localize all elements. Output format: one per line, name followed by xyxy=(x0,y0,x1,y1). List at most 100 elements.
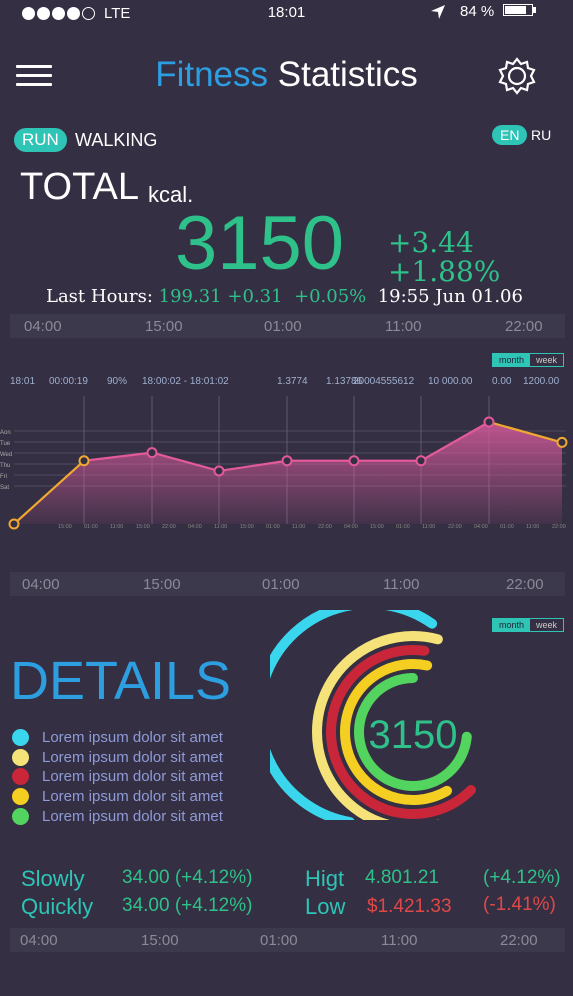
time-label: 04:00 xyxy=(20,932,58,949)
x-tick-label: 22:00 xyxy=(318,524,332,530)
data-point xyxy=(483,416,495,428)
signal-icon xyxy=(22,7,95,20)
walking-tab[interactable]: WALKING xyxy=(75,130,158,150)
higt-value: 4.801.21 xyxy=(365,867,439,888)
time-label: 22:00 xyxy=(500,932,538,949)
legend-dot xyxy=(12,748,29,766)
battery-icon xyxy=(503,4,533,16)
time-label: 15:00 xyxy=(143,576,181,593)
x-tick-label: 15:00 xyxy=(58,524,72,530)
low-percent: (-1.41%) xyxy=(483,894,556,915)
delta-percent: +1.88% xyxy=(388,255,501,288)
legend-dot xyxy=(12,729,29,747)
legend-item: Lorem ipsum dolor sit amet xyxy=(12,767,223,787)
ring-chart: 3150 xyxy=(270,610,476,820)
legend-label: Lorem ipsum dolor sit amet xyxy=(42,807,223,825)
ring-arc xyxy=(354,673,472,791)
language-ru-button[interactable]: RU xyxy=(531,127,552,143)
higt-percent: (+4.12%) xyxy=(483,867,561,888)
series-line xyxy=(420,421,490,462)
last-hours-percent: +0.05% xyxy=(293,286,367,307)
series-line xyxy=(83,451,153,462)
time-axis-bar: 04:00 15:00 01:00 11:00 22:00 xyxy=(10,928,565,952)
stat-value: 20004555612 xyxy=(353,376,415,387)
status-time: 18:01 xyxy=(267,4,306,21)
delta-absolute: +3.44 xyxy=(388,226,474,259)
x-tick-label: 01:00 xyxy=(396,524,410,530)
time-label: 04:00 xyxy=(24,318,62,335)
x-tick-label: 22:00 xyxy=(552,524,566,530)
month-button[interactable]: month xyxy=(493,619,531,631)
legend-item: Lorem ipsum dolor sit amet xyxy=(12,728,223,748)
status-bar: LTE 18:01 84 % xyxy=(0,0,573,28)
unit-label: kcal. xyxy=(148,182,194,207)
gear-icon[interactable] xyxy=(496,56,538,96)
battery-percent: 84 % xyxy=(460,3,495,20)
x-tick-label: 11:00 xyxy=(110,524,123,530)
language-en-button[interactable]: EN xyxy=(492,125,528,145)
week-button[interactable]: week xyxy=(536,620,558,630)
month-button[interactable]: month xyxy=(493,354,531,366)
week-button[interactable]: week xyxy=(536,355,558,365)
x-tick-label: 11:00 xyxy=(526,524,539,530)
x-tick-label: 04:00 xyxy=(188,524,202,530)
y-tick-label: Thu xyxy=(0,463,10,469)
last-hours-time: 19:55 Jun 01.06 xyxy=(377,286,523,307)
time-label: 01:00 xyxy=(260,932,298,949)
range-toggle: month week xyxy=(492,618,565,632)
legend-dot xyxy=(12,788,29,806)
menu-icon[interactable] xyxy=(16,65,52,87)
data-point xyxy=(281,455,293,467)
run-tab[interactable]: RUN xyxy=(14,128,67,152)
data-point xyxy=(213,465,225,477)
total-label: TOTAL xyxy=(20,166,139,208)
x-tick-label: 04:00 xyxy=(474,524,488,530)
stat-value: 1200.00 xyxy=(523,376,560,387)
legend-label: Lorem ipsum dolor sit amet xyxy=(42,729,223,747)
stat-value: 00:00:19 xyxy=(49,376,88,387)
ring-arc xyxy=(340,659,452,805)
x-tick-label: 11:00 xyxy=(292,524,305,530)
data-point xyxy=(556,436,568,448)
area-fill xyxy=(14,422,562,524)
area-chart: Aon Tue Wed Thu Fri Sat 15:00 01:00 11:00 15:00 22… xyxy=(0,396,568,530)
slowly-label: Slowly xyxy=(21,866,85,891)
legend-label: Lorem ipsum dolor sit amet xyxy=(42,748,223,766)
x-tick-label: 22:00 xyxy=(448,524,462,530)
last-hours-label: Last Hours: xyxy=(46,286,153,307)
x-tick-label: 22:00 xyxy=(162,524,176,530)
time-label: 11:00 xyxy=(385,318,422,335)
y-tick-label: Fri xyxy=(0,474,7,480)
x-tick-label: 01:00 xyxy=(84,524,98,530)
data-point xyxy=(8,518,20,530)
data-point xyxy=(348,455,360,467)
details-heading: DETAILS xyxy=(10,651,232,711)
data-point xyxy=(415,455,427,467)
battery-tip xyxy=(533,7,536,13)
last-hours-row: Last Hours: 199.31 +0.31 +0.05% 19:55 Ju… xyxy=(46,286,523,307)
time-label: 22:00 xyxy=(505,318,543,335)
y-tick-label: Wed xyxy=(0,452,12,458)
time-label: 11:00 xyxy=(383,576,420,593)
time-label: 22:00 xyxy=(506,576,544,593)
details-legend: Lorem ipsum dolor sit amet Lorem ipsum do… xyxy=(12,728,223,826)
x-tick-label: 11:00 xyxy=(422,524,435,530)
x-tick-label: 15:00 xyxy=(136,524,150,530)
stat-value: 1.13786 xyxy=(326,376,363,387)
legend-item: Lorem ipsum dolor sit amet xyxy=(12,748,223,768)
title-part-1: Fitness xyxy=(155,55,269,94)
quickly-value: 34.00 (+4.12%) xyxy=(122,895,253,916)
x-tick-label: 01:00 xyxy=(500,524,514,530)
stat-value: 90% xyxy=(107,376,128,387)
legend-dot xyxy=(12,768,29,786)
higt-label: Higt xyxy=(305,866,345,891)
x-tick-label: 15:00 xyxy=(240,524,254,530)
low-value: $1.421.33 xyxy=(367,896,452,917)
time-label: 15:00 xyxy=(141,932,179,949)
ring-value: 3150 xyxy=(369,713,458,757)
total-value: 3150 xyxy=(175,201,345,286)
legend-item: Lorem ipsum dolor sit amet xyxy=(12,787,223,807)
series-line xyxy=(488,420,563,444)
time-label: 15:00 xyxy=(145,318,183,335)
stat-value: 0.00 xyxy=(492,376,512,387)
